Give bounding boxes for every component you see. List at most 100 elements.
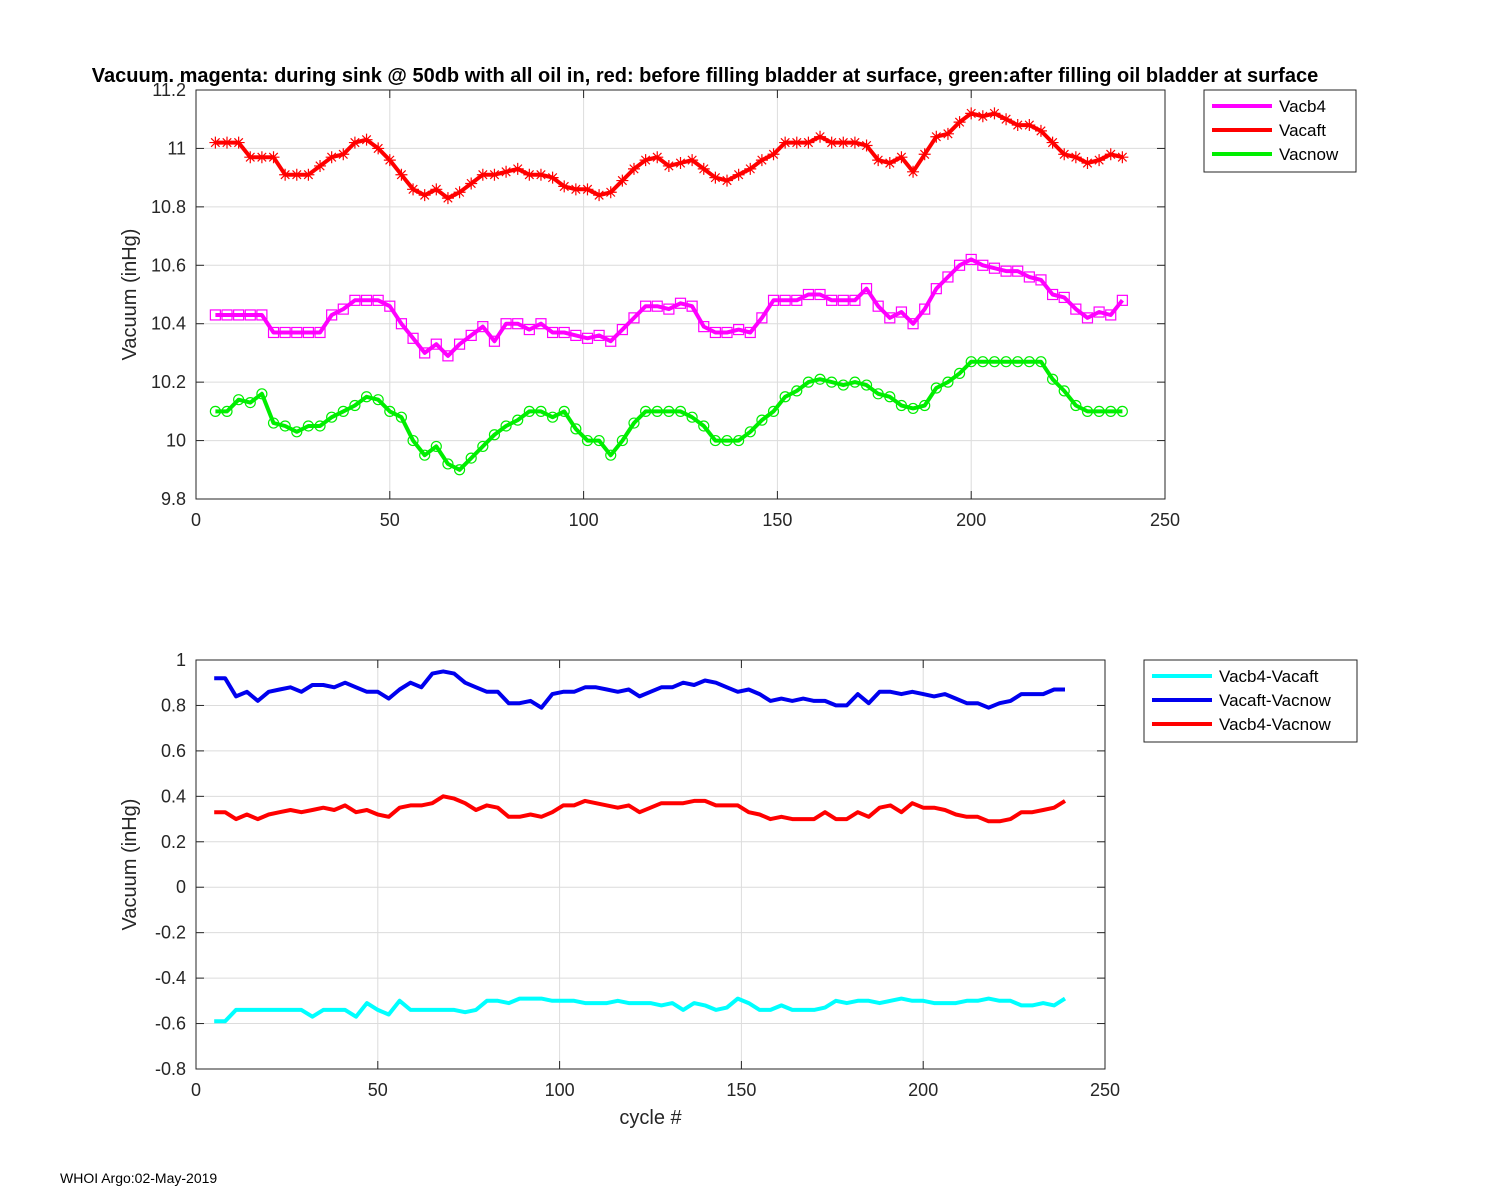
marker-s0-p35	[616, 323, 628, 336]
marker-s1-p54	[837, 136, 850, 149]
axes-box	[195, 89, 1166, 500]
marker-s2-p59	[895, 399, 908, 412]
marker-s0-p67	[988, 262, 1001, 274]
ytick-label-0: 9.8	[161, 489, 186, 509]
marker-s0-p3	[244, 309, 256, 321]
marker-s0-p72	[1046, 288, 1059, 301]
marker-s0-p15	[384, 300, 396, 312]
marker-s0-p33	[593, 329, 605, 341]
marker-s0-p45	[733, 323, 745, 336]
marker-s2-p63	[942, 376, 954, 388]
marker-s2-p23	[477, 440, 489, 453]
marker-s0-p78	[1116, 294, 1128, 306]
marker-s0-p14	[372, 294, 384, 306]
marker-s2-p78	[1116, 405, 1128, 417]
marker-s0-p69	[1012, 265, 1024, 277]
marker-s2-p58	[884, 391, 896, 403]
marker-s1-p30	[558, 180, 571, 193]
marker-s2-p73	[1058, 385, 1070, 397]
x-axis-label: cycle #	[619, 1107, 682, 1129]
marker-s2-p33	[593, 434, 605, 447]
marker-s2-p32	[581, 434, 594, 447]
marker-s2-p8	[302, 420, 315, 432]
xtick-label-2: 100	[545, 1080, 575, 1100]
series-line-Vacb4-Vacaft	[214, 996, 1067, 1024]
marker-s2-p46	[744, 426, 756, 438]
marker-s1-p53	[825, 136, 838, 149]
marker-s2-p27	[523, 405, 535, 417]
marker-s0-p73	[1058, 291, 1070, 304]
marker-s2-p26	[512, 414, 524, 426]
marker-s1-p29	[546, 171, 559, 184]
marker-s2-p49	[779, 391, 791, 403]
marker-s2-p6	[279, 420, 291, 432]
marker-s2-p52	[814, 373, 826, 385]
marker-s2-p67	[988, 356, 1001, 368]
marker-s0-p21	[453, 338, 466, 350]
marker-s2-p38	[651, 405, 663, 417]
marker-s1-p72	[1046, 136, 1059, 149]
marker-s0-p1	[221, 309, 233, 321]
ytick-label-3: -0.2	[155, 923, 186, 943]
marker-s1-p47	[755, 154, 768, 167]
marker-s2-p57	[872, 388, 884, 400]
marker-s1-p52	[814, 130, 827, 143]
marker-s2-p48	[767, 405, 780, 417]
xtick-label-4: 200	[956, 510, 986, 530]
marker-s0-p40	[674, 297, 687, 309]
ytick-label-7: 0.6	[161, 741, 186, 761]
ytick-label-4: 0	[176, 877, 186, 897]
marker-s2-p72	[1046, 373, 1059, 385]
marker-s1-p28	[534, 168, 547, 181]
marker-s1-p50	[790, 136, 803, 149]
marker-s1-p38	[651, 151, 664, 164]
marker-s2-p55	[849, 376, 861, 388]
ytick-label-2: 10.2	[151, 372, 186, 392]
marker-s1-p42	[697, 162, 710, 175]
marker-s2-p64	[953, 367, 966, 379]
y-axis-label: Vacuum (inHg)	[119, 799, 141, 931]
marker-s0-p55	[849, 294, 861, 306]
series-line-Vacnow	[215, 359, 1123, 472]
marker-s2-p65	[965, 356, 977, 368]
legend-label-Vacaft-Vacnow: Vacaft-Vacnow	[1219, 691, 1332, 710]
marker-s1-p51	[802, 136, 815, 149]
marker-s2-p43	[709, 434, 721, 447]
marker-s0-p24	[488, 335, 501, 347]
marker-s1-p41	[686, 154, 699, 167]
marker-s1-p26	[511, 162, 524, 175]
marker-s1-p74	[1069, 151, 1082, 164]
plot-area	[196, 90, 1165, 499]
marker-s1-p1	[221, 136, 234, 149]
marker-s2-p16	[395, 411, 408, 423]
marker-s2-p77	[1105, 405, 1117, 417]
xtick-label-3: 150	[762, 510, 792, 530]
marker-s2-p29	[546, 411, 559, 423]
ytick-label-8: 0.8	[161, 695, 186, 715]
marker-s2-p54	[837, 379, 849, 391]
marker-s0-p19	[430, 338, 442, 350]
marker-s2-p0	[209, 405, 221, 417]
marker-s0-p12	[349, 294, 361, 306]
marker-s1-p13	[360, 133, 373, 146]
marker-s1-p67	[988, 107, 1001, 120]
marker-s0-p47	[756, 312, 768, 324]
legend-label-Vacnow: Vacnow	[1279, 145, 1339, 164]
marker-s1-p12	[348, 136, 361, 149]
series-markers-Vacnow	[209, 356, 1128, 476]
marker-s1-p22	[465, 177, 478, 190]
marker-s1-p60	[907, 165, 920, 178]
marker-s0-p62	[930, 283, 942, 295]
marker-s1-p21	[453, 186, 466, 199]
marker-s1-p23	[476, 168, 489, 181]
xtick-label-1: 50	[380, 510, 400, 530]
ytick-label-1: -0.6	[155, 1014, 186, 1034]
marker-s0-p30	[558, 326, 570, 339]
marker-s0-p20	[442, 350, 454, 362]
marker-s1-p56	[860, 139, 873, 152]
chart-title: Vacuum. magenta: during sink @ 50db with…	[92, 65, 1318, 87]
marker-s0-p43	[709, 326, 721, 339]
marker-s2-p41	[686, 411, 698, 423]
marker-s0-p29	[546, 326, 559, 339]
